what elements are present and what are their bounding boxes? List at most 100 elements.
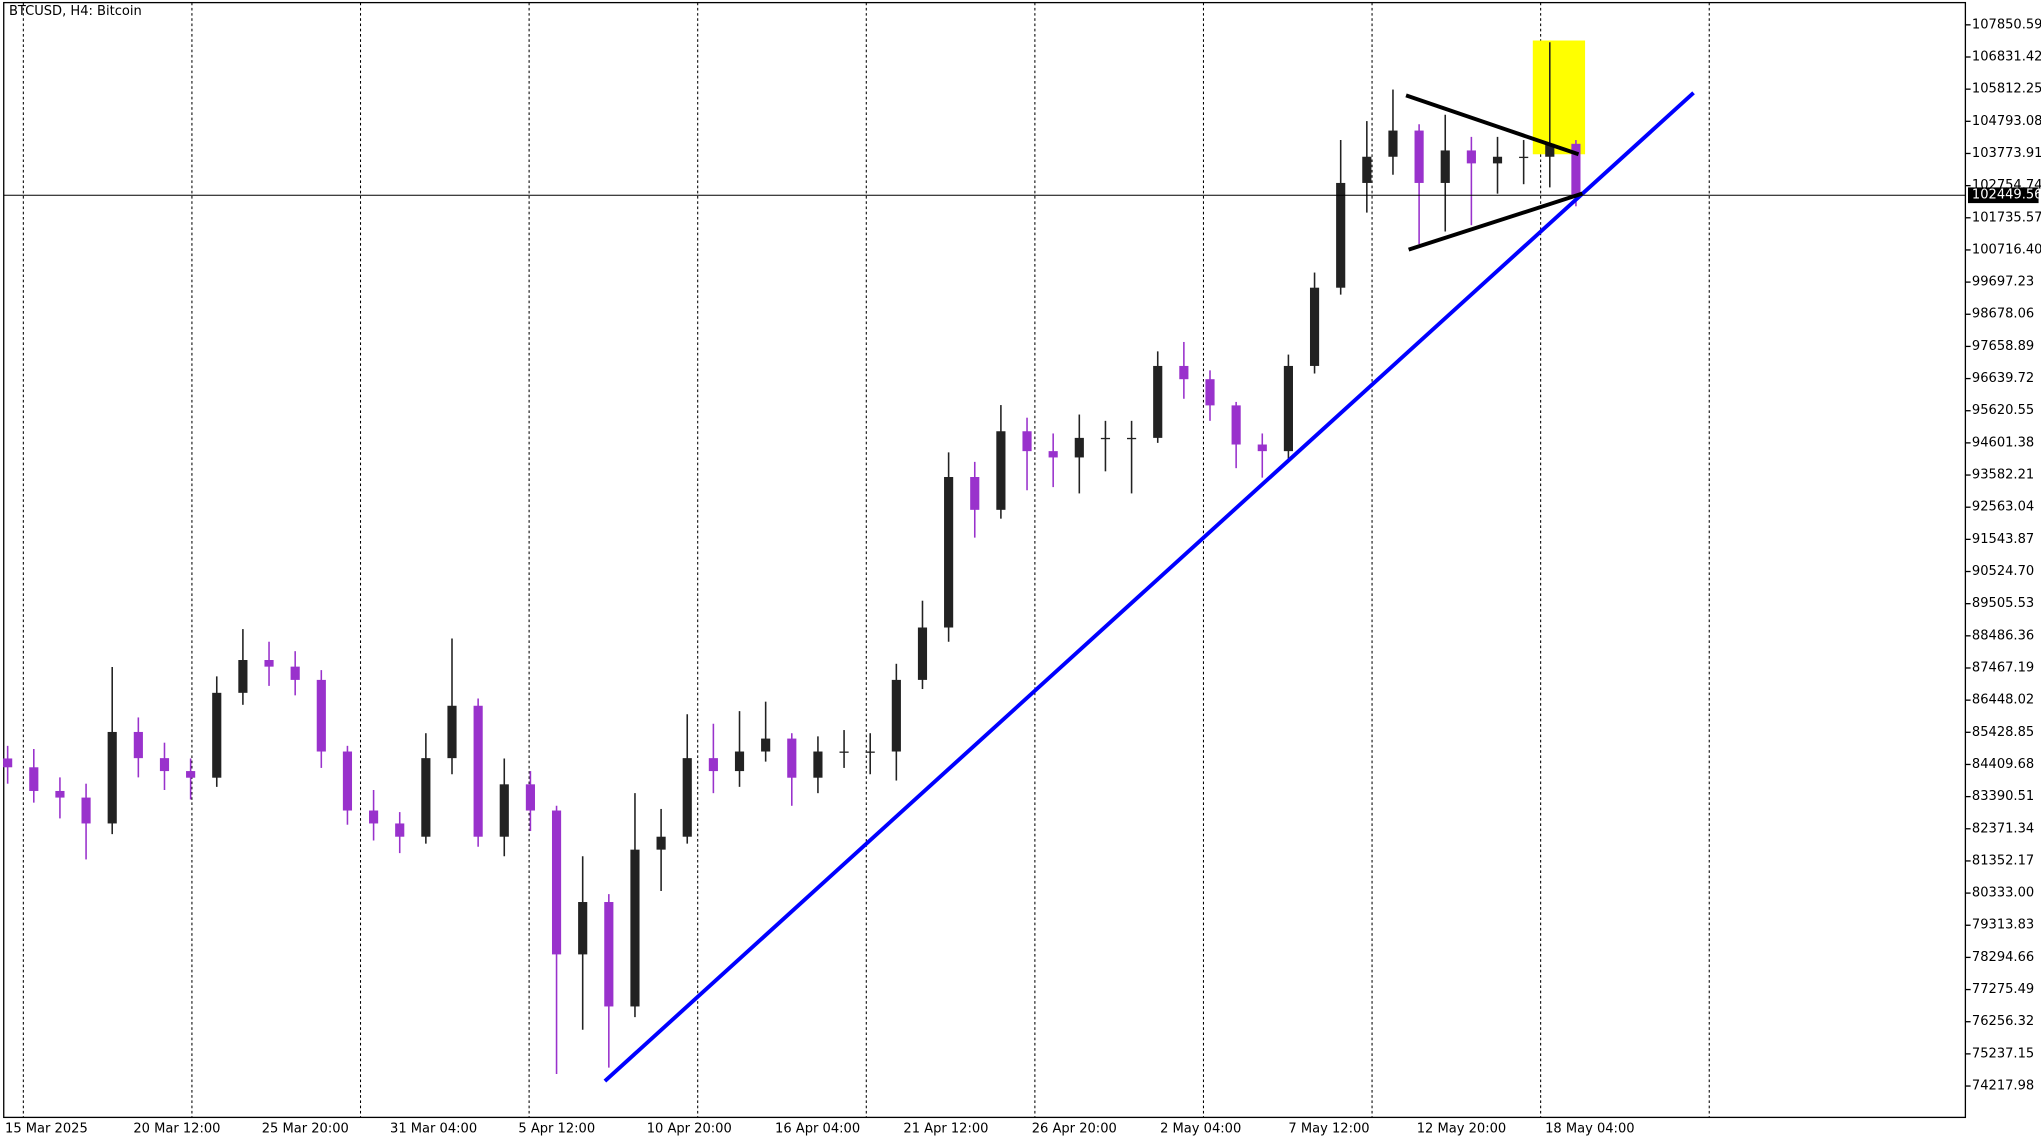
candle-body (55, 790, 65, 798)
candle-body (238, 660, 248, 693)
y-tick-label: 82371.34 (1972, 821, 2034, 836)
y-tick-label: 77275.49 (1972, 982, 2034, 997)
plot-frame (3, 1, 1967, 1119)
candle-body (865, 751, 875, 753)
y-tick-label: 87467.19 (1972, 660, 2034, 675)
x-tick-label: 31 Mar 04:00 (390, 1122, 477, 1137)
chart-title: BTCUSD, H4: Bitcoin (9, 4, 142, 19)
y-tick-label: 107850.59 (1972, 17, 2041, 32)
trend-line (603, 91, 1695, 1083)
y-tick-label: 89505.53 (1972, 596, 2034, 611)
x-tick-label: 5 Apr 12:00 (518, 1122, 595, 1137)
y-tick-label: 94601.38 (1972, 435, 2034, 450)
candle-body (761, 738, 771, 752)
candle-body (212, 692, 222, 778)
y-tick-label: 100716.40 (1972, 242, 2041, 257)
y-tick-label: 103773.91 (1972, 146, 2041, 161)
x-tick-label: 21 Apr 12:00 (903, 1122, 988, 1137)
candle-body (891, 679, 901, 752)
candle-body (1362, 156, 1372, 183)
x-tick-label: 16 Apr 04:00 (775, 1122, 860, 1137)
y-tick-label: 76256.32 (1972, 1014, 2034, 1029)
y-tick-label: 75237.15 (1972, 1046, 2034, 1061)
candle-body (1283, 365, 1293, 452)
candle-body (1179, 365, 1189, 380)
trend-line (1405, 93, 1580, 157)
candle-body (316, 679, 326, 752)
x-tick-label: 2 May 04:00 (1160, 1122, 1241, 1137)
x-tick-label: 26 Apr 20:00 (1032, 1122, 1117, 1137)
x-tick-label: 10 Apr 20:00 (647, 1122, 732, 1137)
highlight-box (1532, 40, 1586, 155)
y-tick-label: 85428.85 (1972, 725, 2034, 740)
candle-body (133, 731, 143, 759)
y-tick-label: 78294.66 (1972, 950, 2034, 965)
y-tick-label: 74217.98 (1972, 1079, 2034, 1094)
candle-body (447, 705, 457, 759)
candle-body (839, 751, 849, 753)
candle-body (1571, 143, 1581, 196)
x-tick-label: 7 May 12:00 (1288, 1122, 1369, 1137)
y-tick-label: 88486.36 (1972, 628, 2034, 643)
candle-body (1205, 379, 1215, 406)
y-tick-label: 86448.02 (1972, 693, 2034, 708)
candle-body (1492, 156, 1503, 164)
candle-body (107, 731, 117, 824)
y-tick-label: 92563.04 (1972, 500, 2034, 515)
candle-body (1309, 287, 1320, 366)
candle-body (525, 784, 535, 811)
candle-body (1388, 130, 1398, 157)
candle-body (734, 751, 745, 772)
candle-body (3, 758, 13, 768)
x-tick-label: 18 May 04:00 (1545, 1122, 1634, 1137)
candle-body (369, 810, 379, 824)
candle-body (81, 797, 91, 824)
candle-body (29, 767, 39, 791)
candle-body (499, 784, 509, 837)
candle-body (551, 810, 562, 955)
y-tick-label: 99697.23 (1972, 275, 2034, 290)
y-tick-label: 91543.87 (1972, 532, 2034, 547)
y-tick-label: 83390.51 (1972, 789, 2034, 804)
candle-body (1022, 431, 1032, 452)
candle-body (1545, 143, 1555, 157)
candle-body (395, 823, 405, 837)
candle-body (787, 738, 797, 778)
candle-body (813, 751, 823, 778)
candle-body (944, 477, 954, 628)
candle-body (1519, 156, 1529, 159)
x-tick-label: 25 Mar 20:00 (262, 1122, 349, 1137)
x-tick-label: 12 May 20:00 (1417, 1122, 1506, 1137)
y-tick-label: 97658.89 (1972, 339, 2034, 354)
candle-body (1414, 130, 1424, 183)
candle-body (630, 849, 640, 1007)
y-tick-label: 106831.42 (1972, 50, 2041, 65)
y-tick-label: 81352.17 (1972, 853, 2034, 868)
candle-body (473, 705, 483, 837)
candle-body (578, 902, 588, 955)
candle-body (186, 771, 196, 778)
candle-body (1466, 150, 1476, 164)
y-tick-label: 101735.57 (1972, 210, 2041, 225)
x-tick-label: 20 Mar 12:00 (133, 1122, 220, 1137)
candle-body (1336, 182, 1346, 288)
candle-body (996, 431, 1006, 510)
y-tick-label: 80333.00 (1972, 886, 2034, 901)
trend-line (1408, 191, 1584, 252)
y-tick-label: 96639.72 (1972, 371, 2034, 386)
candle-body (656, 836, 666, 850)
candle-body (970, 477, 980, 510)
candle-body (1231, 405, 1241, 445)
y-tick-label: 79313.83 (1972, 918, 2034, 933)
candle-body (917, 627, 928, 680)
candle-body (264, 660, 274, 667)
candle-body (290, 666, 300, 680)
candle-body (1257, 444, 1267, 452)
vertical-grid (22, 2, 1710, 1118)
candle-body (1048, 451, 1058, 458)
y-tick-label: 105812.25 (1972, 82, 2041, 97)
y-tick-label: 104793.08 (1972, 114, 2041, 129)
candle-body (708, 758, 718, 772)
current-price-label: 102449.56 (1972, 188, 2041, 203)
